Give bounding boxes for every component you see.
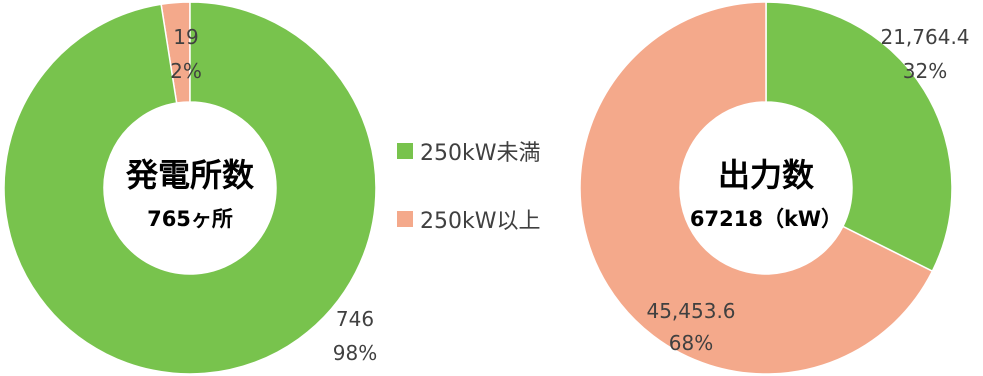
center-subtitle-output: 67218（kW） <box>690 207 842 231</box>
legend-swatch-under-250kw <box>397 143 413 159</box>
label-percent-stations-under: 98% <box>333 341 377 365</box>
center-subtitle-stations: 765ヶ所 <box>147 207 233 231</box>
legend-label-under-250kw: 250kW未満 <box>420 141 541 166</box>
center-title-output: 出力数 <box>718 156 815 194</box>
output-slice-0 <box>765 1 953 273</box>
center-title-stations: 発電所数 <box>125 156 255 194</box>
label-percent-output-over: 68% <box>669 331 713 355</box>
label-value-stations-over: 19 <box>173 25 198 49</box>
output-slice-1 <box>579 1 934 375</box>
legend-swatch-over-250kw <box>397 211 413 227</box>
donut-stations <box>3 1 377 375</box>
legend-label-over-250kw: 250kW以上 <box>420 209 541 234</box>
stations-slice-1 <box>3 1 377 375</box>
label-value-output-over: 45,453.6 <box>646 299 735 323</box>
label-value-stations-under: 746 <box>336 307 374 331</box>
label-value-output-under: 21,764.4 <box>880 25 969 49</box>
label-percent-stations-over: 2% <box>170 59 202 83</box>
legend: 250kW未満 250kW以上 <box>397 141 541 234</box>
donut-output <box>579 1 953 375</box>
label-percent-output-under: 32% <box>903 59 947 83</box>
